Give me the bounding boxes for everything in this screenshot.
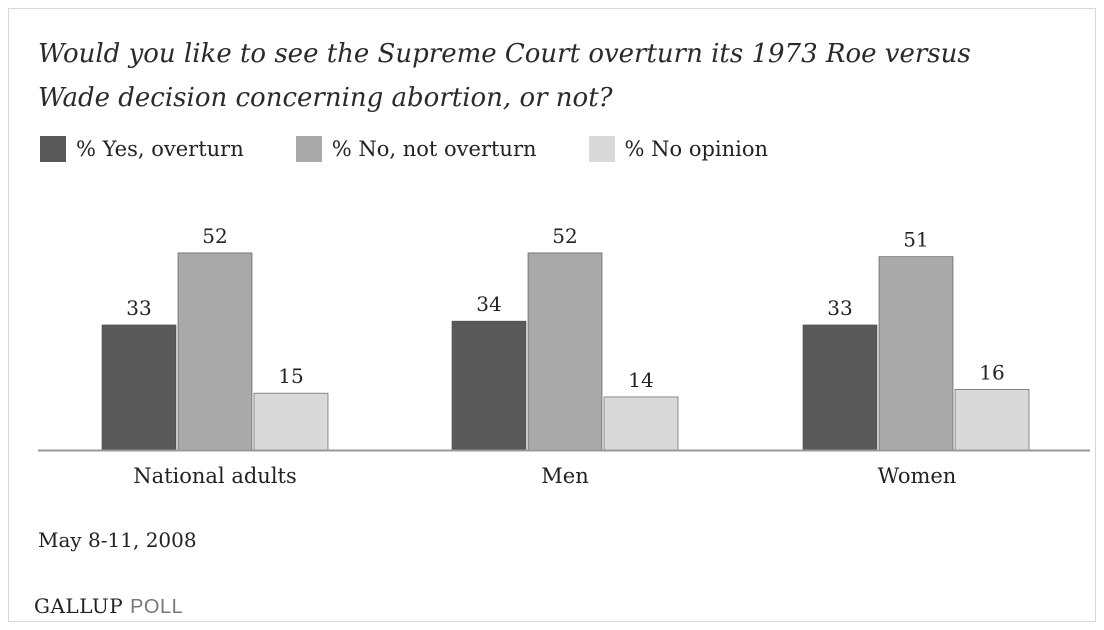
bar-group: 33 51 16 [802, 228, 1030, 451]
bar-value-label: 34 [476, 292, 501, 316]
bar-value-label: 16 [979, 360, 1004, 384]
gallup-poll-logo: GALLUP POLL [34, 594, 183, 619]
bar [527, 252, 603, 451]
bar-value-label: 14 [628, 368, 653, 392]
bar [878, 256, 954, 451]
bar-value-label: 52 [202, 224, 227, 248]
legend-label-no-opinion: % No opinion [624, 137, 769, 161]
legend-item-yes: % Yes, overturn [40, 136, 244, 162]
survey-date: May 8-11, 2008 [38, 528, 197, 552]
bar [101, 324, 177, 451]
bar-value-label: 33 [126, 296, 151, 320]
legend-item-no: % No, not overturn [295, 136, 537, 162]
bar [603, 396, 679, 451]
chart-title: Would you like to see the Supreme Court … [38, 39, 971, 113]
legend-swatch-yes [40, 136, 66, 162]
bar [451, 320, 527, 451]
category-label: Women [878, 464, 957, 488]
logo-primary: GALLUP [34, 594, 124, 618]
legend-item-no-opinion: % No opinion [588, 136, 769, 162]
logo-secondary: POLL [130, 596, 184, 618]
legend-label-yes: % Yes, overturn [76, 137, 244, 161]
bar [954, 389, 1030, 451]
category-label: National adults [133, 464, 297, 488]
legend-label-no: % No, not overturn [331, 137, 537, 161]
legend-swatch-no [295, 136, 322, 162]
bar [253, 392, 329, 451]
bar-value-label: 33 [827, 296, 852, 320]
bar-group: 33 52 15 [101, 224, 329, 451]
category-label: Men [541, 464, 588, 488]
bar-value-label: 15 [278, 364, 303, 388]
bar-group: 34 52 14 [451, 224, 679, 451]
legend-swatch-no-opinion [588, 136, 615, 162]
chart-legend: % Yes, overturn % No, not overturn % No … [40, 134, 820, 164]
bar-value-label: 52 [552, 224, 577, 248]
bar-value-label: 51 [903, 228, 928, 252]
bar [177, 252, 253, 451]
bar [802, 324, 878, 451]
chart-frame [8, 8, 1096, 622]
